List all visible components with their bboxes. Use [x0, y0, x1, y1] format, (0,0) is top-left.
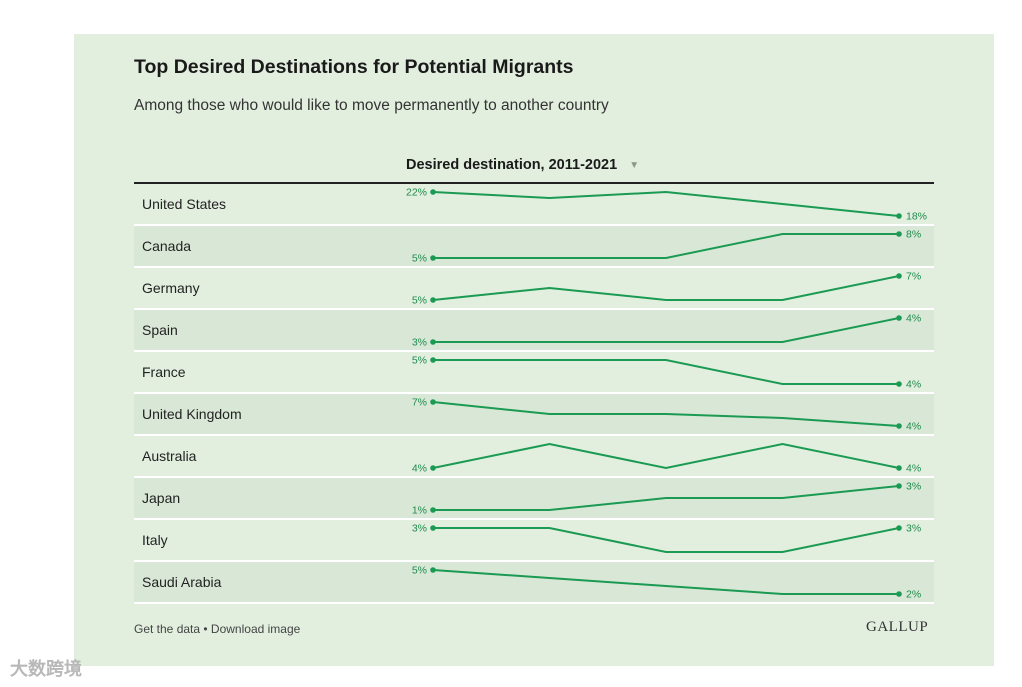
series-line: [432, 442, 900, 470]
end-point: [896, 483, 902, 489]
end-point: [896, 465, 902, 471]
row-france: France 5% 4%: [134, 352, 934, 394]
end-value-label: 2%: [906, 589, 921, 601]
end-value-label: 4%: [906, 421, 921, 433]
country-label: United States: [142, 196, 227, 212]
end-value-label: 8%: [906, 229, 921, 241]
sparkline: 22% 18%: [406, 187, 927, 223]
sparkline: 1% 3%: [412, 481, 921, 517]
row-united-kingdom: United Kingdom 7% 4%: [134, 394, 934, 436]
sparkline: 3% 3%: [412, 523, 921, 553]
end-value-label: 3%: [906, 523, 921, 535]
start-value-label: 3%: [412, 523, 427, 535]
start-point: [430, 357, 436, 363]
country-label: Canada: [142, 238, 192, 254]
end-point: [896, 423, 902, 429]
start-value-label: 7%: [412, 397, 427, 409]
end-point: [896, 381, 902, 387]
series-line: [433, 485, 900, 511]
start-point: [430, 297, 436, 303]
sparkline: 4% 4%: [412, 442, 921, 475]
end-value-label: 3%: [906, 481, 921, 493]
row-saudi-arabia: Saudi Arabia 5% 2%: [134, 562, 934, 604]
series-line: [433, 233, 899, 259]
chart-subtitle: Among those who would like to move perma…: [134, 97, 609, 114]
triangle-down-icon[interactable]: ▼: [629, 160, 640, 171]
start-point: [430, 339, 436, 345]
country-label: Italy: [142, 532, 168, 548]
start-point: [430, 399, 436, 405]
sparkline: 3% 4%: [412, 313, 921, 349]
end-value-label: 18%: [906, 211, 927, 223]
row-australia: Australia 4% 4%: [134, 436, 934, 478]
chart-panel: Top Desired Destinations for Potential M…: [74, 34, 994, 666]
footer-separator: •: [200, 622, 211, 636]
start-point: [430, 465, 436, 471]
end-point: [896, 213, 902, 219]
end-point: [896, 525, 902, 531]
watermark: 大数跨境: [10, 659, 82, 679]
start-point: [430, 525, 436, 531]
chart-title: Top Desired Destinations for Potential M…: [134, 56, 574, 78]
start-value-label: 1%: [412, 505, 427, 517]
country-label: France: [142, 364, 186, 380]
start-point: [430, 567, 436, 573]
download-image-link[interactable]: Download image: [210, 622, 301, 636]
get-data-link[interactable]: Get the data: [134, 622, 201, 636]
end-point: [896, 591, 902, 597]
row-canada: Canada 5% 8%: [134, 226, 934, 268]
sparkline: 5% 7%: [412, 271, 921, 307]
country-label: Australia: [142, 448, 197, 464]
country-label: Spain: [142, 322, 178, 338]
row-italy: Italy 3% 3%: [134, 520, 934, 562]
country-rows: United States 22% 18% Canada 5% 8% Germany 5% 7%…: [134, 184, 934, 604]
end-value-label: 4%: [906, 379, 921, 391]
country-label: Germany: [142, 280, 200, 296]
start-value-label: 5%: [412, 355, 427, 367]
column-header-label: Desired destination, 2011-2021: [406, 157, 618, 173]
start-value-label: 4%: [412, 463, 427, 475]
sparkline: 5% 4%: [412, 355, 921, 391]
end-point: [896, 315, 902, 321]
end-point: [896, 231, 902, 237]
series-line: [433, 527, 900, 553]
series-line: [432, 190, 900, 217]
row-united-states: United States 22% 18%: [134, 184, 934, 226]
sparkline: 5% 2%: [412, 565, 921, 601]
start-value-label: 5%: [412, 253, 427, 265]
row-spain: Spain 3% 4%: [134, 310, 934, 352]
start-point: [430, 255, 436, 261]
sparkline: 5% 8%: [412, 229, 921, 265]
end-value-label: 4%: [906, 463, 921, 475]
country-label: Saudi Arabia: [142, 574, 222, 590]
start-value-label: 3%: [412, 337, 427, 349]
end-point: [896, 273, 902, 279]
series-line: [433, 359, 899, 385]
end-value-label: 4%: [906, 313, 921, 325]
column-header[interactable]: Desired destination, 2011-2021 ▼: [406, 157, 639, 173]
footer-links: Get the data • Download image: [134, 622, 300, 636]
row-germany: Germany 5% 7%: [134, 268, 934, 310]
country-label: United Kingdom: [142, 406, 242, 422]
series-line: [432, 275, 900, 301]
country-label: Japan: [142, 490, 181, 506]
sparkline: 7% 4%: [412, 397, 921, 433]
start-value-label: 22%: [406, 187, 427, 199]
header-divider: [134, 182, 934, 184]
series-line: [432, 401, 900, 427]
gallup-logo: GALLUP: [866, 619, 929, 635]
start-value-label: 5%: [412, 565, 427, 577]
end-value-label: 7%: [906, 271, 921, 283]
series-line: [433, 317, 900, 343]
start-point: [430, 189, 436, 195]
start-value-label: 5%: [412, 295, 427, 307]
start-point: [430, 507, 436, 513]
row-japan: Japan 1% 3%: [134, 478, 934, 520]
series-line: [432, 569, 899, 595]
